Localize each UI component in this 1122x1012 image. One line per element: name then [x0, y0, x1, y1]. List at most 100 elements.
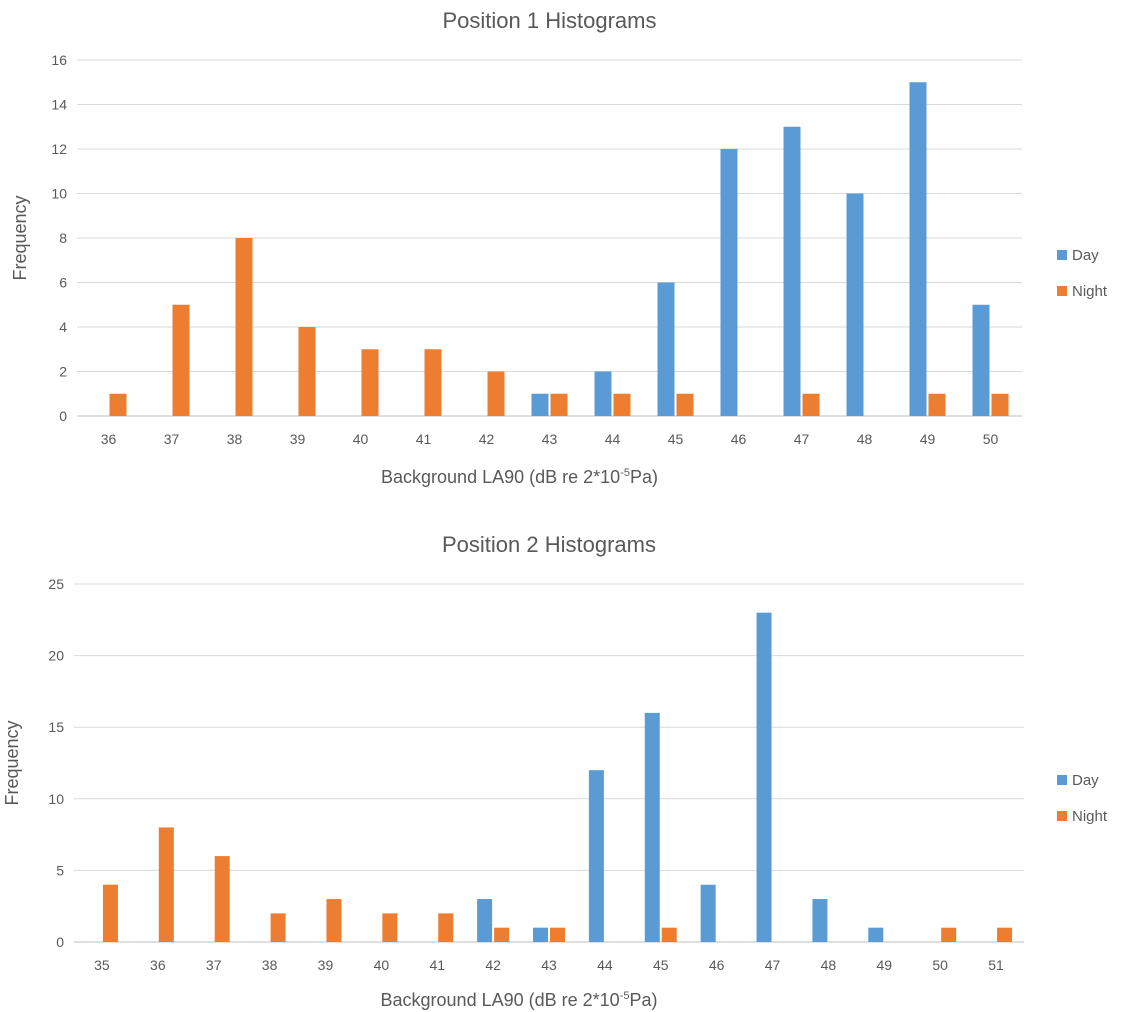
day-bar [720, 149, 738, 416]
chart-title: Position 1 Histograms [443, 8, 657, 33]
x-tick-label: 46 [709, 957, 725, 973]
day-bar [644, 712, 660, 942]
day-bar [588, 770, 604, 942]
y-tick-label: 2 [59, 364, 67, 380]
day-bar [909, 82, 927, 416]
x-axis-label-main: Background LA90 (dB re 2*10 [381, 467, 620, 487]
legend-label-day: Day [1072, 247, 1099, 264]
x-tick-label: 45 [653, 957, 669, 973]
y-tick-label: 0 [56, 934, 64, 950]
night-bar [997, 927, 1013, 942]
night-bar [928, 393, 946, 416]
x-tick-label: 47 [794, 431, 810, 447]
x-tick-label: 40 [374, 957, 390, 973]
x-tick-label: 36 [101, 431, 117, 447]
x-tick-label: 51 [988, 957, 1004, 973]
night-bar [676, 393, 694, 416]
night-bar [214, 856, 230, 942]
day-bar [657, 282, 675, 416]
x-tick-label: 41 [429, 957, 445, 973]
x-tick-label: 43 [542, 431, 558, 447]
day-bar [783, 126, 801, 416]
x-axis-label-main: Background LA90 (dB re 2*10 [381, 990, 620, 1010]
x-axis-label-tail: Pa) [630, 467, 658, 487]
x-tick-label: 49 [877, 957, 893, 973]
x-tick-label: 45 [668, 431, 684, 447]
x-tick-label: 42 [485, 957, 501, 973]
night-bar [326, 899, 342, 942]
y-tick-label: 6 [59, 275, 67, 291]
day-bar [846, 193, 864, 416]
night-bar [550, 927, 565, 942]
night-bar [424, 349, 442, 416]
x-tick-label: 48 [821, 957, 837, 973]
position-2-histogram-chart: Position 2 Histograms 0 5 10 15 20 25 35 36 37 38 3… [2, 532, 1108, 1010]
y-tick-label: 10 [48, 791, 64, 807]
night-bar [487, 371, 505, 416]
night-bar [494, 927, 510, 942]
y-tick-label: 4 [59, 319, 67, 335]
legend-swatch-day [1057, 775, 1067, 785]
y-tick-label: 14 [51, 97, 67, 113]
x-axis-label-superscript: -5 [620, 990, 630, 1002]
x-tick-label: 40 [353, 431, 369, 447]
x-tick-label: 44 [597, 957, 613, 973]
day-bar [972, 304, 990, 416]
legend-label-night: Night [1072, 283, 1108, 300]
x-tick-label: 42 [479, 431, 495, 447]
x-tick-label: 43 [541, 957, 557, 973]
x-tick-label: 50 [983, 431, 999, 447]
night-bar [438, 913, 454, 942]
legend-swatch-night [1057, 286, 1067, 296]
y-tick-label: 15 [48, 719, 64, 735]
y-tick-label: 12 [51, 141, 67, 157]
night-bar [109, 393, 127, 416]
day-bar [756, 612, 772, 942]
night-bar [298, 327, 316, 416]
x-axis-label: Background LA90 (dB re 2*10-5Pa) [381, 467, 658, 487]
x-tick-label: 44 [605, 431, 621, 447]
x-tick-label: 39 [290, 431, 306, 447]
night-bar [941, 927, 957, 942]
day-bar [812, 899, 828, 942]
chart-title: Position 2 Histograms [442, 532, 656, 557]
night-bar [382, 913, 398, 942]
y-tick-label: 25 [48, 576, 64, 592]
x-axis-label-superscript: -5 [620, 467, 630, 479]
x-tick-label: 37 [164, 431, 180, 447]
x-tick-label: 38 [262, 957, 278, 973]
night-bar [991, 393, 1009, 416]
x-tick-label: 41 [416, 431, 432, 447]
legend-label-day: Day [1072, 772, 1099, 789]
x-tick-label: 48 [857, 431, 873, 447]
night-bar [158, 827, 174, 942]
y-tick-label: 5 [56, 862, 64, 878]
day-bar [868, 927, 884, 942]
x-tick-label: 50 [932, 957, 948, 973]
day-bar [531, 393, 549, 416]
night-bar [172, 304, 190, 416]
night-bar [550, 393, 568, 416]
day-bar [477, 899, 493, 942]
night-bar [613, 393, 631, 416]
legend-label-night: Night [1072, 808, 1108, 825]
y-axis-label: Frequency [10, 195, 30, 280]
day-bar [594, 371, 612, 416]
x-tick-label: 35 [94, 957, 110, 973]
x-tick-label: 36 [150, 957, 166, 973]
legend-swatch-day [1057, 250, 1067, 260]
x-tick-label: 38 [227, 431, 243, 447]
day-bar [700, 884, 716, 942]
x-tick-label: 46 [731, 431, 747, 447]
night-bar [361, 349, 379, 416]
y-tick-label: 8 [59, 230, 67, 246]
x-tick-label: 39 [318, 957, 334, 973]
legend-swatch-night [1057, 811, 1067, 821]
x-tick-label: 47 [765, 957, 781, 973]
night-bar [802, 393, 820, 416]
x-tick-label: 49 [920, 431, 936, 447]
y-tick-label: 10 [51, 186, 67, 202]
x-axis-label-tail: Pa) [629, 990, 657, 1010]
night-bar [661, 927, 677, 942]
